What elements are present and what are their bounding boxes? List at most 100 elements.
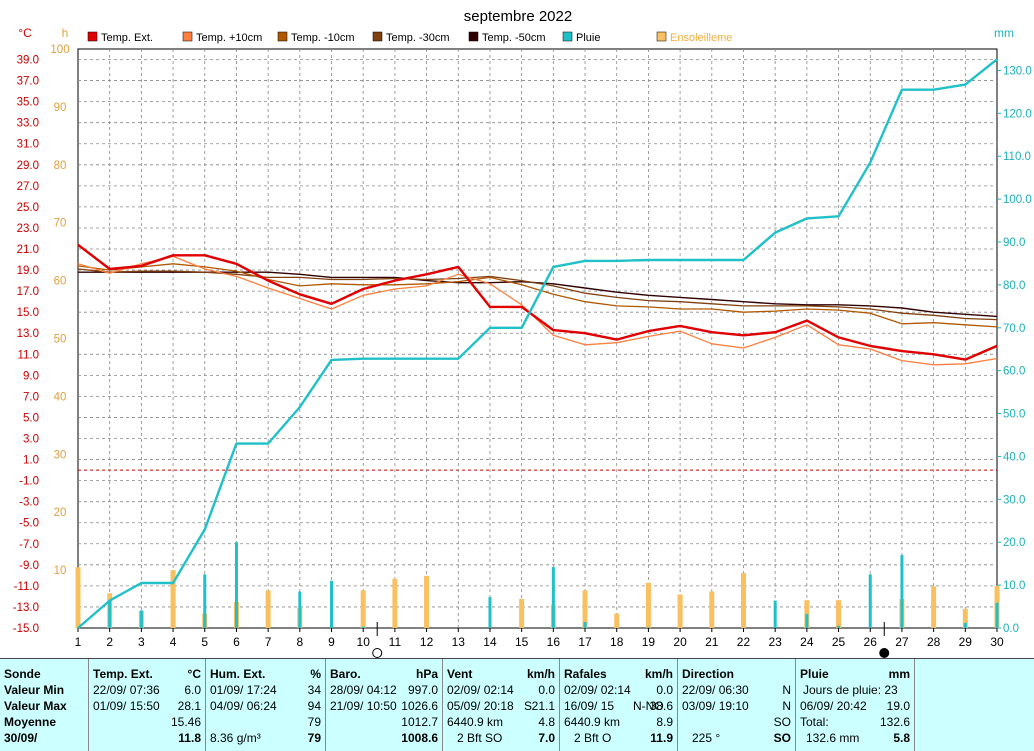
legend-label: Temp. +10cm: [196, 32, 262, 44]
temp-avg: 15.46: [170, 715, 201, 729]
temp-tick-label: 23.0: [17, 223, 39, 235]
temp-tick-label: 33.0: [17, 118, 39, 130]
temp-tick-label: -1.0: [19, 476, 39, 488]
rain-bar: [583, 621, 587, 628]
rain-tick-label: 50.0: [1003, 409, 1025, 421]
rain-bar: [868, 574, 872, 628]
rain-days: Jours de pluie: 23: [803, 683, 898, 697]
temp-tick-label: -5.0: [19, 518, 39, 530]
series-line-4: [78, 271, 998, 318]
x-tick-label: 10: [357, 635, 371, 649]
hum-unit: %: [310, 667, 321, 681]
hours-tick-label: 20: [54, 507, 67, 519]
hours-tick-label: 40: [54, 391, 67, 403]
sun-bar: [360, 590, 366, 628]
direction-min: N: [782, 683, 791, 697]
row-label-min: Valeur Min: [4, 683, 65, 697]
temp-title: Temp. Ext.: [93, 667, 153, 681]
row-label-avg: Moyenne: [4, 715, 57, 729]
moon-markers: [372, 622, 890, 658]
right-axis-unit: mm: [994, 26, 1014, 40]
gust-column: Rafales km/h 02/09/ 02:14 0.0 16/09/ 15 N-N…: [559, 659, 677, 751]
x-tick-label: 22: [737, 635, 751, 649]
x-tick-label: 24: [800, 635, 814, 649]
temp-tick-label: -15.0: [13, 623, 39, 635]
rain-bar: [773, 600, 777, 628]
hours-tick-label: 70: [54, 218, 67, 230]
x-tick-label: 14: [483, 635, 497, 649]
rain-last: 5.8: [893, 731, 910, 745]
legend-label: Ensoleilleme: [670, 32, 732, 44]
baro-last: 1008.6: [401, 731, 438, 745]
labels-column: Sonde Valeur Min Valeur Max Moyenne 30/0…: [0, 659, 88, 751]
rain-tick-label: 0.0: [1003, 623, 1019, 635]
rain-tick-label: 10.0: [1003, 580, 1025, 592]
temp-tick-label: -7.0: [19, 539, 39, 551]
direction-min-time: 22/09/ 06:30: [682, 683, 749, 697]
temp-min-time: 22/09/ 07:36: [93, 683, 160, 697]
plot-frame: [77, 48, 998, 629]
series-line-3: [77, 268, 998, 321]
rain-tick-label: 60.0: [1003, 366, 1025, 378]
x-tick-label: 17: [578, 635, 592, 649]
x-tick-label: 26: [864, 635, 878, 649]
sun-bar: [582, 590, 588, 628]
legend: Temp. Ext. Temp. +10cm Temp. -10cm Temp. -3…: [87, 31, 732, 44]
rain-tick-label: 40.0: [1003, 451, 1025, 463]
direction-title: Direction: [682, 667, 735, 681]
sun-bar: [645, 582, 651, 628]
rain-bar: [837, 625, 841, 628]
rain-bar: [298, 591, 302, 628]
sun-bar: [836, 600, 842, 628]
x-tick-label: 9: [328, 635, 335, 649]
legend-swatch: [182, 31, 193, 42]
temp-tick-label: 31.0: [17, 139, 39, 151]
temp-max-time: 01/09/ 15:50: [93, 699, 160, 713]
temp-tick-label: 7.0: [23, 391, 39, 403]
temp-tick-label: 19.0: [17, 265, 39, 277]
rain-tick-label: 20.0: [1003, 537, 1025, 549]
x-tick-label: 29: [959, 635, 973, 649]
sun-bar: [962, 608, 968, 628]
direction-avg: SO: [773, 715, 791, 729]
baro-min-time: 28/09/ 04:12: [330, 683, 397, 697]
legend-swatch: [372, 31, 383, 42]
rain-bar: [646, 627, 650, 628]
sun-bar: [740, 572, 746, 628]
gust-distance: 6440.9 km: [564, 715, 621, 729]
wind-max-time: 05/09/ 20:18: [447, 699, 514, 713]
rain-bar: [203, 574, 207, 628]
rain-tick-label: 30.0: [1003, 494, 1025, 506]
temp-tick-label: -11.0: [14, 581, 39, 593]
sun-bar: [424, 575, 430, 628]
rain-bar: [995, 602, 999, 628]
sun-bar: [614, 613, 620, 628]
baro-min: 997.0: [407, 683, 438, 697]
sun-bar: [75, 567, 81, 628]
hum-max: 94: [307, 699, 321, 713]
gust-min: 0.0: [656, 683, 673, 697]
wind-max: 21.1: [531, 699, 555, 713]
rain-max-time: 06/09/ 20:42: [800, 699, 867, 713]
temp-tick-label: 9.0: [23, 370, 39, 382]
new-moon-icon: [879, 648, 890, 658]
rain-bar: [551, 567, 555, 628]
hum-last: 79: [307, 731, 321, 745]
gust-max-dir: N-NO: [633, 699, 664, 713]
sun-bar: [170, 570, 176, 628]
hours-tick-label: 60: [54, 276, 67, 288]
wind-distance: 6440.9 km: [447, 715, 504, 729]
stats-footer: Sonde Valeur Min Valeur Max Moyenne 30/0…: [0, 658, 1034, 751]
legend-swatch: [277, 31, 288, 42]
hum-avg: 79: [307, 715, 321, 729]
rain-tick-label: 80.0: [1003, 280, 1025, 292]
series-line-1: [77, 255, 998, 366]
temp-min: 6.0: [184, 683, 201, 697]
gust-unit: km/h: [644, 667, 673, 681]
empty-column: [914, 659, 1034, 751]
rain-unit: mm: [888, 667, 910, 681]
rain-column: Pluie mm Jours de pluie: 23 06/09/ 20:42 1…: [795, 659, 914, 751]
sun-bar: [519, 599, 525, 628]
rain-bar: [234, 542, 238, 628]
x-tick-label: 12: [420, 635, 434, 649]
